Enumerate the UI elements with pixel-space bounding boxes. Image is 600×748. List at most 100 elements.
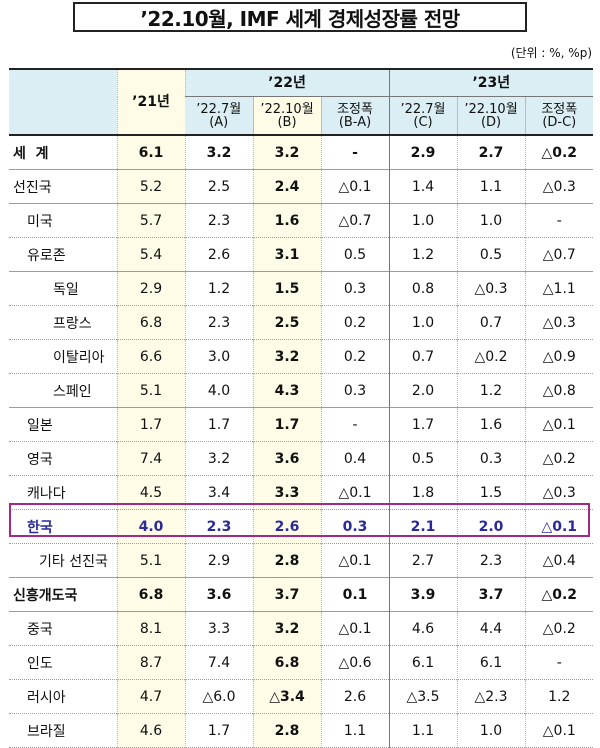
value-cell: 2.0 bbox=[456, 509, 526, 544]
value-cell: 1.5 bbox=[252, 271, 321, 306]
value-cell: 4.6 bbox=[116, 713, 185, 748]
value-cell: 1.1 bbox=[320, 713, 390, 748]
value-cell: △0.1 bbox=[320, 169, 390, 204]
value-cell: △0.1 bbox=[320, 611, 390, 646]
value-cell: △3.5 bbox=[388, 679, 458, 714]
table-row: 신흥개도국 6.8 3.6 3.7 0.1 3.9 3.7 △0.2 bbox=[9, 577, 594, 612]
country-name: 스페인 bbox=[53, 383, 92, 400]
value-cell: △2.3 bbox=[456, 679, 526, 714]
value-cell: △0.1 bbox=[320, 543, 390, 578]
header-23-oct: ’22.10월 (D) bbox=[456, 96, 526, 135]
table-row: 미국 5.7 2.3 1.6 △0.7 1.0 1.0- bbox=[9, 203, 594, 238]
table-row: 독일 2.9 1.2 1.5 0.3 0.8 △0.3 △1.1 bbox=[9, 271, 594, 306]
country-name: 브라질 bbox=[27, 723, 66, 740]
value-cell: 1.0 bbox=[388, 305, 458, 340]
table-row: 캐나다 4.5 3.4 3.3 △0.1 1.8 1.5 △0.3 bbox=[9, 475, 594, 510]
value-cell: △6.0 bbox=[184, 679, 253, 714]
country-name: 독일 bbox=[53, 281, 79, 298]
value-cell: 5.1 bbox=[116, 543, 185, 578]
value-cell: △0.3 bbox=[524, 305, 594, 340]
value-cell: △0.1 bbox=[524, 509, 594, 544]
value-cell: 2.6 bbox=[252, 509, 321, 544]
value-cell: 0.3 bbox=[320, 271, 390, 306]
value-cell: 2.3 bbox=[456, 543, 526, 578]
value-cell: - bbox=[524, 645, 594, 680]
value-cell: 3.4 bbox=[184, 475, 253, 510]
value-cell: 6.6 bbox=[116, 339, 185, 374]
value-cell: △0.2 bbox=[524, 441, 594, 476]
value-cell: 1.0 bbox=[456, 713, 526, 748]
value-cell: 1.7 bbox=[184, 407, 253, 442]
value-cell: - bbox=[320, 135, 390, 170]
value-cell: △0.1 bbox=[524, 713, 594, 748]
value-cell: 2.9 bbox=[184, 543, 253, 578]
value-cell: 2.5 bbox=[252, 305, 321, 340]
value-cell: 2.4 bbox=[252, 169, 321, 204]
value-cell: △0.2 bbox=[524, 577, 594, 612]
value-cell: △0.7 bbox=[320, 203, 390, 238]
value-cell: 1.5 bbox=[456, 475, 526, 510]
value-cell: 2.3 bbox=[184, 509, 253, 544]
value-cell: 5.4 bbox=[116, 237, 185, 272]
table-row: 프랑스 6.8 2.3 2.5 0.2 1.0 0.7 △0.3 bbox=[9, 305, 594, 340]
value-cell: 1.2 bbox=[388, 237, 458, 272]
value-cell: 3.0 bbox=[184, 339, 253, 374]
value-cell: 2.1 bbox=[388, 509, 458, 544]
value-cell: 0.2 bbox=[320, 305, 390, 340]
value-cell: 4.0 bbox=[184, 373, 253, 408]
value-cell: - bbox=[524, 203, 594, 238]
value-cell: 2.6 bbox=[320, 679, 390, 714]
table-row: 일본 1.7 1.7 1.7-1.7 1.6 △0.1 bbox=[9, 407, 594, 442]
value-cell: 4.3 bbox=[252, 373, 321, 408]
value-cell: 0.5 bbox=[388, 441, 458, 476]
country-name: 일본 bbox=[27, 417, 53, 434]
value-cell: 2.7 bbox=[388, 543, 458, 578]
header-23-jul: ’22.7월 (C) bbox=[388, 96, 458, 135]
value-cell: 3.3 bbox=[252, 475, 321, 510]
country-name: 선진국 bbox=[13, 179, 52, 196]
header-22-jul: ’22.7월 (A) bbox=[185, 96, 253, 135]
value-cell: 6.8 bbox=[116, 305, 185, 340]
country-name: 캐나다 bbox=[27, 485, 66, 502]
value-cell: 2.3 bbox=[184, 305, 253, 340]
table-row: 기타 선진국 5.1 2.9 2.8 △0.1 2.7 2.3 △0.4 bbox=[9, 543, 594, 578]
value-cell: 8.7 bbox=[116, 645, 185, 680]
value-cell: 1.7 bbox=[388, 407, 458, 442]
table-row: 한국 4.0 2.3 2.6 0.3 2.1 2.0 △0.1 bbox=[9, 509, 594, 544]
value-cell: 0.3 bbox=[456, 441, 526, 476]
table-row: 세 계 6.1 3.2 3.2-2.9 2.7 △0.2 bbox=[9, 135, 594, 170]
country-name: 한국 bbox=[27, 519, 53, 536]
table-row: 인도 8.7 7.4 6.8 △0.6 6.1 6.1- bbox=[9, 645, 594, 680]
value-cell: 0.1 bbox=[320, 577, 390, 612]
value-cell: - bbox=[320, 407, 390, 442]
value-cell: 0.8 bbox=[388, 271, 458, 306]
value-cell: 1.0 bbox=[456, 203, 526, 238]
value-cell: 8.1 bbox=[116, 611, 185, 646]
value-cell: 2.8 bbox=[252, 713, 321, 748]
value-cell: 2.6 bbox=[184, 237, 253, 272]
header-2022: ’22년 bbox=[184, 69, 390, 97]
value-cell: 0.7 bbox=[388, 339, 458, 374]
value-cell: 4.5 bbox=[116, 475, 185, 510]
value-cell: 1.2 bbox=[456, 373, 526, 408]
value-cell: 1.1 bbox=[388, 713, 458, 748]
value-cell: 1.7 bbox=[184, 713, 253, 748]
value-cell: 2.9 bbox=[388, 135, 458, 170]
table-row: 영국 7.4 3.2 3.6 0.4 0.5 0.3 △0.2 bbox=[9, 441, 594, 476]
table-row: 중국 8.1 3.3 3.2 △0.1 4.6 4.4 △0.2 bbox=[9, 611, 594, 646]
table-row: 이탈리아 6.6 3.0 3.2 0.2 0.7 △0.2 △0.9 bbox=[9, 339, 594, 374]
value-cell: 0.4 bbox=[320, 441, 390, 476]
value-cell: 3.3 bbox=[184, 611, 253, 646]
country-name: 프랑스 bbox=[53, 315, 92, 332]
table-row: 선진국 5.2 2.5 2.4 △0.1 1.4 1.1 △0.3 bbox=[9, 169, 594, 204]
value-cell: 3.6 bbox=[252, 441, 321, 476]
unit-note: (단위 : %, %p) bbox=[510, 46, 592, 60]
table-row: 스페인 5.1 4.0 4.3 0.3 2.0 1.2 △0.8 bbox=[9, 373, 594, 408]
value-cell: 6.1 bbox=[456, 645, 526, 680]
value-cell: 1.2 bbox=[184, 271, 253, 306]
value-cell: 1.0 bbox=[388, 203, 458, 238]
value-cell: △0.1 bbox=[320, 475, 390, 510]
table-row: 유로존 5.4 2.6 3.1 0.5 1.2 0.5 △0.7 bbox=[9, 237, 594, 272]
value-cell: △0.9 bbox=[524, 339, 594, 374]
value-cell: △0.2 bbox=[524, 611, 594, 646]
